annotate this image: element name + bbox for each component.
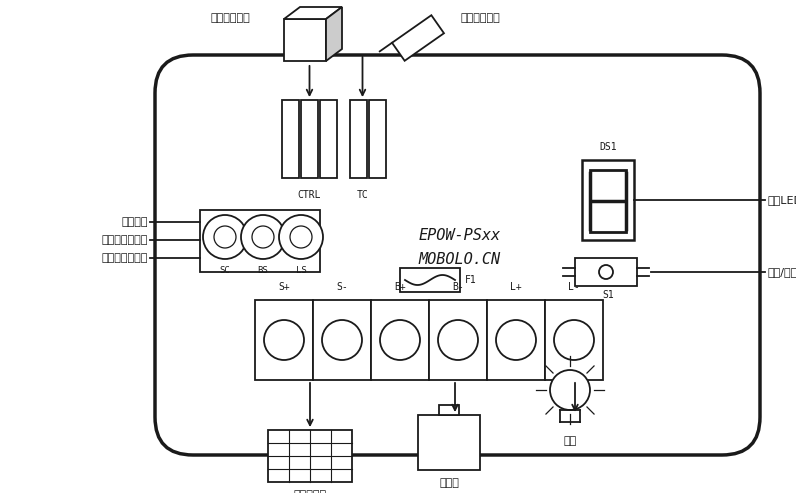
Text: 辅助控制输出: 辅助控制输出 bbox=[210, 13, 250, 23]
Text: TC: TC bbox=[357, 190, 369, 200]
Text: 控制/设置按鈕: 控制/设置按鈕 bbox=[768, 267, 796, 277]
Bar bbox=[320, 100, 337, 178]
Circle shape bbox=[380, 320, 420, 360]
Text: CTRL: CTRL bbox=[298, 190, 322, 200]
Circle shape bbox=[322, 320, 362, 360]
Text: 温度补偶探头: 温度补偶探头 bbox=[460, 13, 500, 23]
Bar bbox=[313, 300, 371, 380]
Bar bbox=[582, 160, 634, 240]
Circle shape bbox=[290, 226, 312, 248]
Bar bbox=[282, 100, 299, 178]
Bar bbox=[439, 405, 459, 415]
Text: S+: S+ bbox=[278, 282, 290, 292]
Bar bbox=[429, 300, 487, 380]
Text: S-: S- bbox=[336, 282, 348, 292]
Circle shape bbox=[496, 320, 536, 360]
Bar bbox=[255, 300, 313, 380]
Circle shape bbox=[438, 320, 478, 360]
Text: 太阳能电池: 太阳能电池 bbox=[294, 490, 326, 493]
Circle shape bbox=[203, 215, 247, 259]
Circle shape bbox=[241, 215, 285, 259]
Bar bbox=[487, 300, 545, 380]
Circle shape bbox=[264, 320, 304, 360]
Bar bbox=[268, 430, 352, 482]
Text: 太阳能充电指示: 太阳能充电指示 bbox=[102, 253, 148, 263]
Text: DS1: DS1 bbox=[599, 142, 617, 152]
Bar bbox=[545, 300, 603, 380]
Bar bbox=[369, 100, 386, 178]
Text: L-: L- bbox=[568, 282, 579, 292]
Text: SC: SC bbox=[220, 266, 230, 275]
Polygon shape bbox=[326, 7, 342, 61]
Text: BS: BS bbox=[258, 266, 268, 275]
Bar bbox=[590, 170, 626, 232]
Circle shape bbox=[214, 226, 236, 248]
FancyBboxPatch shape bbox=[155, 55, 760, 455]
Polygon shape bbox=[392, 15, 444, 61]
Text: LS: LS bbox=[295, 266, 306, 275]
Bar bbox=[575, 258, 637, 286]
Circle shape bbox=[554, 320, 594, 360]
Bar bbox=[418, 415, 480, 470]
Bar bbox=[200, 210, 320, 272]
Bar bbox=[350, 100, 367, 178]
Bar bbox=[301, 100, 318, 178]
Bar bbox=[400, 268, 460, 292]
Circle shape bbox=[599, 265, 613, 279]
Polygon shape bbox=[284, 7, 342, 19]
Text: F1: F1 bbox=[465, 275, 477, 285]
Text: 蓄电池: 蓄电池 bbox=[439, 478, 459, 488]
Text: 负载指示: 负载指示 bbox=[122, 217, 148, 227]
Text: B-: B- bbox=[452, 282, 464, 292]
Text: B+: B+ bbox=[394, 282, 406, 292]
Text: 数字LED显示屏: 数字LED显示屏 bbox=[768, 195, 796, 205]
Bar bbox=[371, 300, 429, 380]
Circle shape bbox=[279, 215, 323, 259]
Text: 负载: 负载 bbox=[564, 436, 576, 446]
Text: S1: S1 bbox=[602, 290, 614, 300]
Text: EPOW-PSxx: EPOW-PSxx bbox=[419, 227, 501, 243]
Circle shape bbox=[550, 370, 590, 410]
Circle shape bbox=[252, 226, 274, 248]
Text: L+: L+ bbox=[510, 282, 522, 292]
Text: MOBOLO.CN: MOBOLO.CN bbox=[419, 252, 501, 268]
Text: 蓄电池状态指示: 蓄电池状态指示 bbox=[102, 235, 148, 245]
Bar bbox=[284, 19, 326, 61]
